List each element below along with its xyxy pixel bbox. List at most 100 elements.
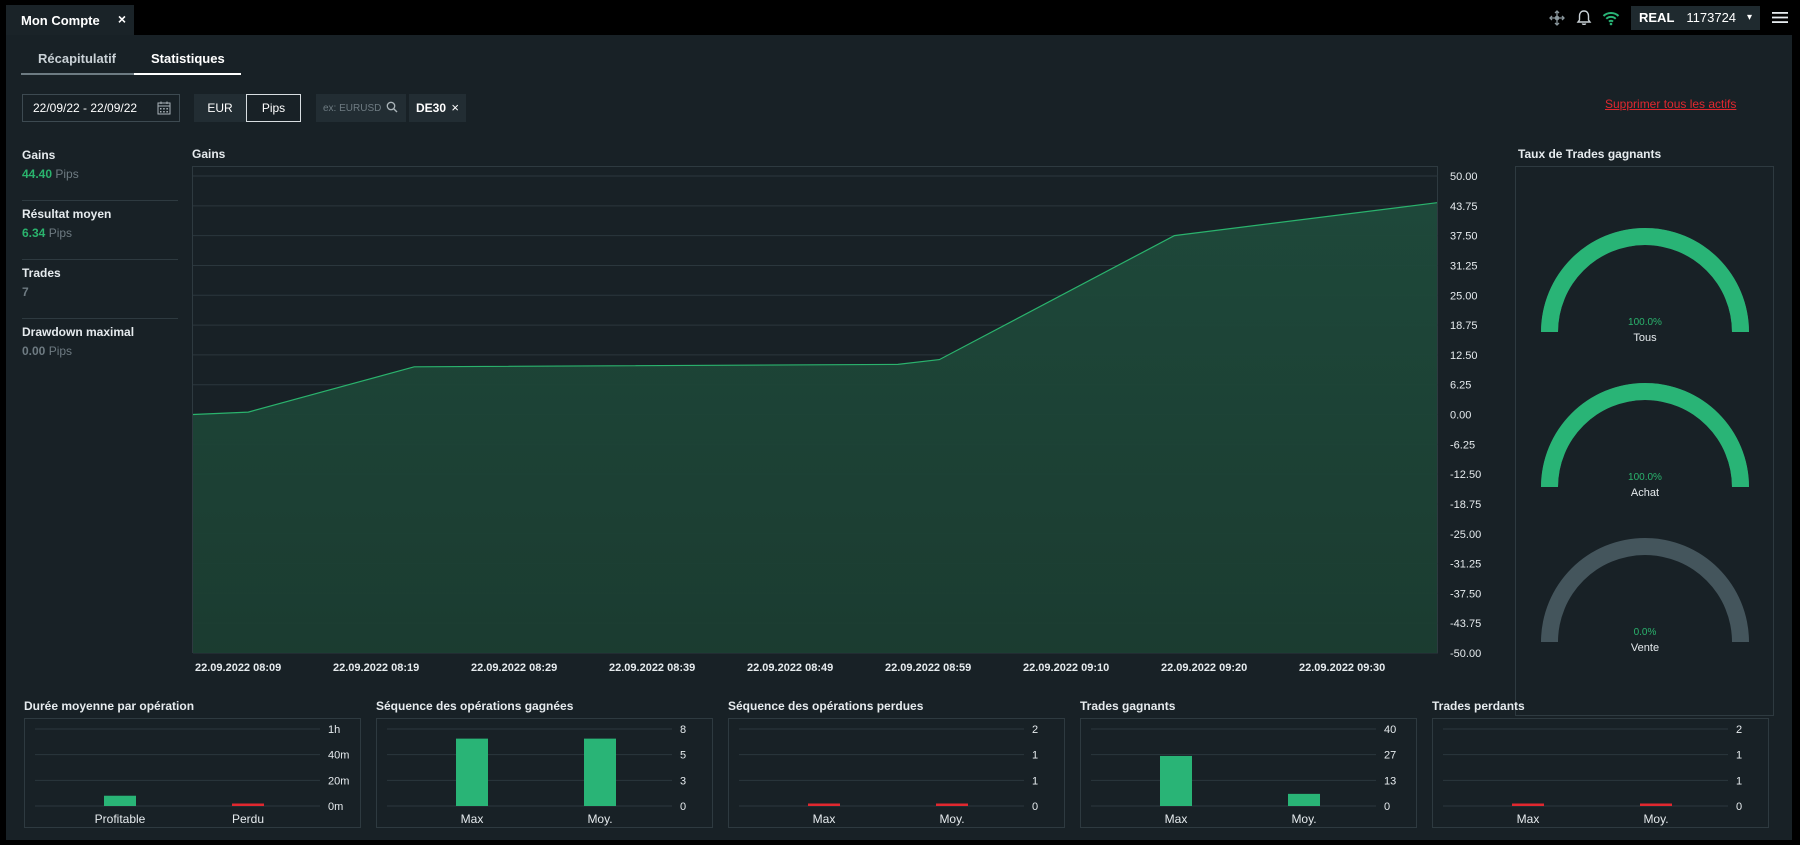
y-tick-label: 0 — [1384, 801, 1390, 813]
y-tick-label: 8 — [680, 724, 686, 736]
gauge-label: Achat — [1631, 487, 1659, 499]
series-line — [192, 202, 1438, 416]
hamburger-menu-icon[interactable] — [1760, 0, 1800, 35]
main-panel: Récapitulatif Statistiques 22/09/22 - 22… — [6, 35, 1792, 840]
x-tick-label: Max — [813, 812, 836, 826]
stat-unit: Pips — [48, 344, 73, 358]
y-tick-label: -50.00 — [1450, 648, 1481, 660]
winning-trades-chart: 40 27 13 0 Max Moy. — [1080, 718, 1417, 828]
bar — [456, 738, 488, 806]
delete-all-assets-link[interactable]: Supprimer tous les actifs — [1605, 97, 1737, 111]
unit-pips-button[interactable]: Pips — [246, 94, 301, 122]
stat-label: Drawdown maximal — [22, 325, 135, 339]
bar — [1288, 793, 1320, 806]
x-tick-label: Perdu — [232, 812, 264, 826]
y-tick-label: 18.75 — [1450, 320, 1478, 332]
y-tick-label: 2 — [1736, 724, 1742, 736]
mini-chart-title: Séquence des opérations perdues — [728, 699, 924, 713]
x-tick-label: 22.09.2022 09:30 — [1299, 662, 1385, 674]
x-tick-label: Moy. — [939, 812, 964, 826]
tab-recapitulatif[interactable]: Récapitulatif — [21, 51, 134, 75]
y-tick-label: 40m — [328, 750, 349, 762]
y-tick-label: -37.50 — [1450, 588, 1481, 600]
gauge-fill — [1541, 383, 1749, 487]
window-tab[interactable]: Mon Compte × — [6, 5, 134, 35]
x-tick-label: 22.09.2022 08:19 — [333, 662, 419, 674]
tab-title: Mon Compte — [21, 12, 100, 28]
stat-gains: Gains 44.40 Pips — [22, 142, 178, 201]
gauge-value: 0.0% — [1634, 627, 1657, 638]
stat-label: Gains — [22, 148, 56, 162]
y-tick-label: 31.25 — [1450, 260, 1478, 272]
symbol-search-input[interactable]: ex: EURUSD — [316, 94, 406, 122]
account-selector[interactable]: REAL 1173724 ▾ — [1631, 5, 1760, 30]
mini-chart-title: Durée moyenne par opération — [24, 699, 195, 713]
y-tick-label: 12.50 — [1450, 350, 1478, 362]
y-tick-label: 43.75 — [1450, 201, 1478, 213]
y-tick-label: -43.75 — [1450, 618, 1481, 630]
unit-eur-button[interactable]: EUR — [194, 94, 246, 122]
gauge-value: 100.0% — [1628, 317, 1662, 328]
loss-streak-chart: 2 1 1 0 Max Moy. — [728, 718, 1065, 828]
calendar-icon[interactable] — [157, 101, 171, 118]
win-rate-panel: 100.0% Tous 100.0% Achat 0.0% Vente — [1515, 166, 1774, 716]
top-toolbar: REAL 1173724 ▾ — [1544, 0, 1800, 35]
bar — [1160, 755, 1192, 806]
mini-chart-title: Trades perdants — [1432, 699, 1525, 713]
x-tick-label: Max — [1517, 812, 1540, 826]
y-tick-label: 1 — [1736, 750, 1742, 762]
y-tick-label: -6.25 — [1450, 439, 1475, 451]
gauge-label: Vente — [1631, 642, 1659, 654]
tab-statistiques[interactable]: Statistiques — [134, 51, 241, 75]
bar — [1512, 803, 1544, 806]
y-tick-label: 0.00 — [1450, 410, 1471, 422]
y-tick-label: 6.25 — [1450, 380, 1471, 392]
search-placeholder: ex: EURUSD — [323, 102, 382, 114]
win-rate-title: Taux de Trades gagnants — [1518, 147, 1662, 161]
top-bar: Mon Compte × REAL 1173724 ▾ — [0, 0, 1800, 35]
bell-icon[interactable] — [1571, 5, 1597, 31]
gains-area-chart: 50.00 43.75 37.50 31.25 25.00 18.75 12.50 6.25 0… — [192, 166, 1481, 674]
series-area — [193, 202, 1437, 653]
date-range-picker[interactable]: 22/09/22 - 22/09/22 — [22, 94, 180, 122]
stat-trades: Trades 7 — [22, 260, 178, 319]
gauge-fill — [1541, 228, 1749, 332]
close-icon[interactable]: × — [451, 100, 459, 115]
wifi-icon — [1598, 5, 1624, 31]
gauge-label: Tous — [1633, 332, 1657, 344]
stat-average-result: Résultat moyen 6.34 Pips — [22, 201, 178, 260]
x-tick-label: Max — [461, 812, 484, 826]
y-tick-label: 27 — [1384, 750, 1396, 762]
stat-unit: Pips — [55, 167, 79, 181]
y-tick-label: -25.00 — [1450, 529, 1481, 541]
x-tick-label: Moy. — [1291, 812, 1316, 826]
x-tick-label: 22.09.2022 09:10 — [1023, 662, 1109, 674]
close-icon[interactable]: × — [117, 11, 126, 27]
y-tick-label: 1h — [328, 724, 340, 736]
x-tick-label: 22.09.2022 08:49 — [747, 662, 833, 674]
y-tick-label: 37.50 — [1450, 231, 1478, 243]
x-tick-label: Moy. — [1643, 812, 1668, 826]
summary-stats: Gains 44.40 Pips Résultat moyen 6.34 Pip… — [22, 142, 178, 378]
y-tick-label: 3 — [680, 775, 686, 787]
y-tick-label: 40 — [1384, 724, 1396, 736]
cursor-move-icon[interactable] — [1544, 5, 1570, 31]
win-streak-chart: 8 5 3 0 Max Moy. — [376, 718, 713, 828]
win-rate-gauges: 100.0% Tous 100.0% Achat 0.0% Vente — [1541, 228, 1749, 654]
stat-value: 7 — [22, 285, 29, 299]
mini-chart-title: Séquence des opérations gagnées — [376, 699, 574, 713]
y-tick-label: 2 — [1032, 724, 1038, 736]
bar — [936, 803, 968, 806]
gauge-track — [1541, 538, 1749, 642]
y-tick-label: 25.00 — [1450, 290, 1478, 302]
x-tick-label: Profitable — [95, 812, 146, 826]
x-tick-label: 22.09.2022 08:59 — [885, 662, 971, 674]
y-tick-label: 5 — [680, 750, 686, 762]
gains-chart-title: Gains — [192, 147, 226, 161]
bar — [584, 738, 616, 806]
y-tick-label: 1 — [1032, 775, 1038, 787]
bar — [1640, 803, 1672, 806]
search-icon[interactable] — [386, 101, 398, 116]
y-tick-label: 0 — [1032, 801, 1038, 813]
y-tick-label: 1 — [1736, 775, 1742, 787]
